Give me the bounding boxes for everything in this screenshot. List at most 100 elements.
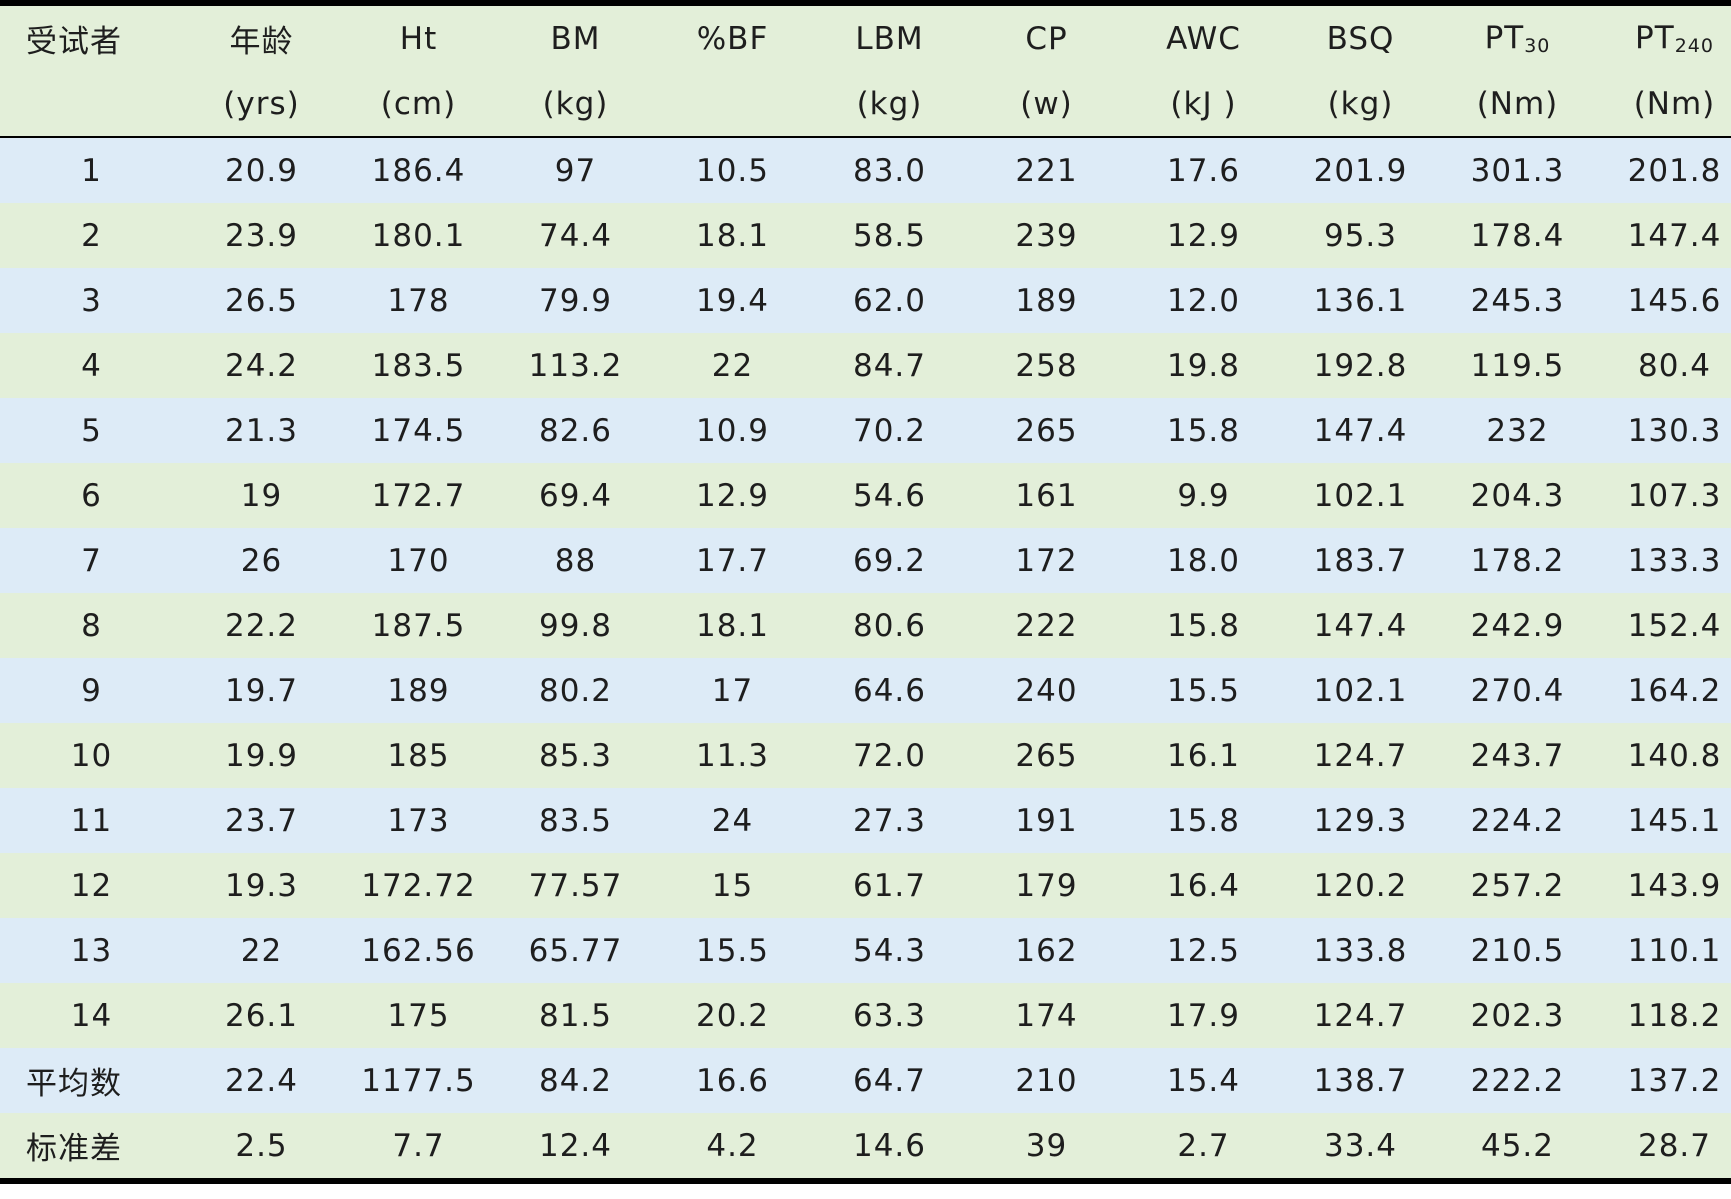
cell: 185: [340, 723, 497, 788]
cell: 77.57: [497, 853, 654, 918]
cell: 202.3: [1439, 983, 1596, 1048]
cell: 224.2: [1439, 788, 1596, 853]
cell: 74.4: [497, 203, 654, 268]
header-subscript: 240: [1674, 35, 1714, 57]
cell: 27.3: [811, 788, 968, 853]
unit-cell: (kJ ): [1125, 71, 1282, 138]
cell: 16.1: [1125, 723, 1282, 788]
cell: 12.4: [497, 1113, 654, 1181]
cell: 19.9: [183, 723, 340, 788]
cell: 138.7: [1282, 1048, 1439, 1113]
cell: 15.4: [1125, 1048, 1282, 1113]
cell: 45.2: [1439, 1113, 1596, 1181]
cell: 16.4: [1125, 853, 1282, 918]
cell: 24: [654, 788, 811, 853]
header-subscript: 30: [1524, 35, 1551, 57]
cell: 210.5: [1439, 918, 1596, 983]
cell: 178: [340, 268, 497, 333]
cell: 12.0: [1125, 268, 1282, 333]
cell: 170: [340, 528, 497, 593]
cell: 70.2: [811, 398, 968, 463]
cell: 265: [968, 398, 1125, 463]
cell: 19: [183, 463, 340, 528]
cell: 99.8: [497, 593, 654, 658]
header-label: BSQ: [1326, 20, 1395, 57]
cell: 145.1: [1596, 788, 1731, 853]
cell: 242.9: [1439, 593, 1596, 658]
cell: 136.1: [1282, 268, 1439, 333]
table-row: 8 22.2 187.5 99.8 18.1 80.6 222 15.8 147.4 242.9 1…: [0, 593, 1731, 658]
row-label: 11: [0, 788, 183, 853]
cell: 178.4: [1439, 203, 1596, 268]
cell: 10.5: [654, 137, 811, 203]
cell: 24.2: [183, 333, 340, 398]
cell: 192.8: [1282, 333, 1439, 398]
row-label: 6: [0, 463, 183, 528]
unit-label: (w): [1020, 85, 1073, 122]
cell: 162.56: [340, 918, 497, 983]
header-cell: Ht: [340, 3, 497, 71]
table-row: 12 19.3 172.72 77.57 15 61.7 179 16.4 120.2 257.2…: [0, 853, 1731, 918]
header-label: 受试者: [26, 24, 122, 60]
cell: 10.9: [654, 398, 811, 463]
unit-label: (kg): [542, 85, 609, 122]
table-row: 5 21.3 174.5 82.6 10.9 70.2 265 15.8 147.4 232 130…: [0, 398, 1731, 463]
row-label: 13: [0, 918, 183, 983]
cell: 15.5: [1125, 658, 1282, 723]
unit-cell: (Nm): [1439, 71, 1596, 138]
cell: 12.5: [1125, 918, 1282, 983]
header-cell: PT240: [1596, 3, 1731, 71]
cell: 162: [968, 918, 1125, 983]
cell: 1177.5: [340, 1048, 497, 1113]
cell: 301.3: [1439, 137, 1596, 203]
cell: 147.4: [1596, 203, 1731, 268]
unit-cell: (kg): [1282, 71, 1439, 138]
cell: 265: [968, 723, 1125, 788]
cell: 107.3: [1596, 463, 1731, 528]
cell: 81.5: [497, 983, 654, 1048]
cell: 58.5: [811, 203, 968, 268]
cell: 9.9: [1125, 463, 1282, 528]
cell: 204.3: [1439, 463, 1596, 528]
cell: 201.9: [1282, 137, 1439, 203]
cell: 172: [968, 528, 1125, 593]
cell: 145.6: [1596, 268, 1731, 333]
cell: 179: [968, 853, 1125, 918]
cell: 22.2: [183, 593, 340, 658]
cell: 26.5: [183, 268, 340, 333]
cell: 102.1: [1282, 463, 1439, 528]
cell: 82.6: [497, 398, 654, 463]
table-row: 10 19.9 185 85.3 11.3 72.0 265 16.1 124.7 243.7 14…: [0, 723, 1731, 788]
cell: 133.8: [1282, 918, 1439, 983]
cell: 7.7: [340, 1113, 497, 1181]
row-label: 12: [0, 853, 183, 918]
cell: 22.4: [183, 1048, 340, 1113]
cell: 183.5: [340, 333, 497, 398]
cell: 16.6: [654, 1048, 811, 1113]
cell: 62.0: [811, 268, 968, 333]
cell: 113.2: [497, 333, 654, 398]
cell: 17.6: [1125, 137, 1282, 203]
cell: 120.2: [1282, 853, 1439, 918]
cell: 80.4: [1596, 333, 1731, 398]
cell: 221: [968, 137, 1125, 203]
cell: 20.2: [654, 983, 811, 1048]
table-row: 平均数 22.4 1177.5 84.2 16.6 64.7 210 15.4 138.7 222…: [0, 1048, 1731, 1113]
cell: 189: [340, 658, 497, 723]
table-row: 2 23.9 180.1 74.4 18.1 58.5 239 12.9 95.3 178.4 14…: [0, 203, 1731, 268]
header-cell: BM: [497, 3, 654, 71]
cell: 20.9: [183, 137, 340, 203]
cell: 187.5: [340, 593, 497, 658]
cell: 18.1: [654, 593, 811, 658]
cell: 63.3: [811, 983, 968, 1048]
cell: 15.5: [654, 918, 811, 983]
unit-cell: (w): [968, 71, 1125, 138]
cell: 22: [183, 918, 340, 983]
header-cell: CP: [968, 3, 1125, 71]
cell: 12.9: [654, 463, 811, 528]
cell: 26: [183, 528, 340, 593]
header-label: CP: [1025, 20, 1068, 57]
cell: 84.7: [811, 333, 968, 398]
header-label: 年龄: [229, 24, 294, 60]
